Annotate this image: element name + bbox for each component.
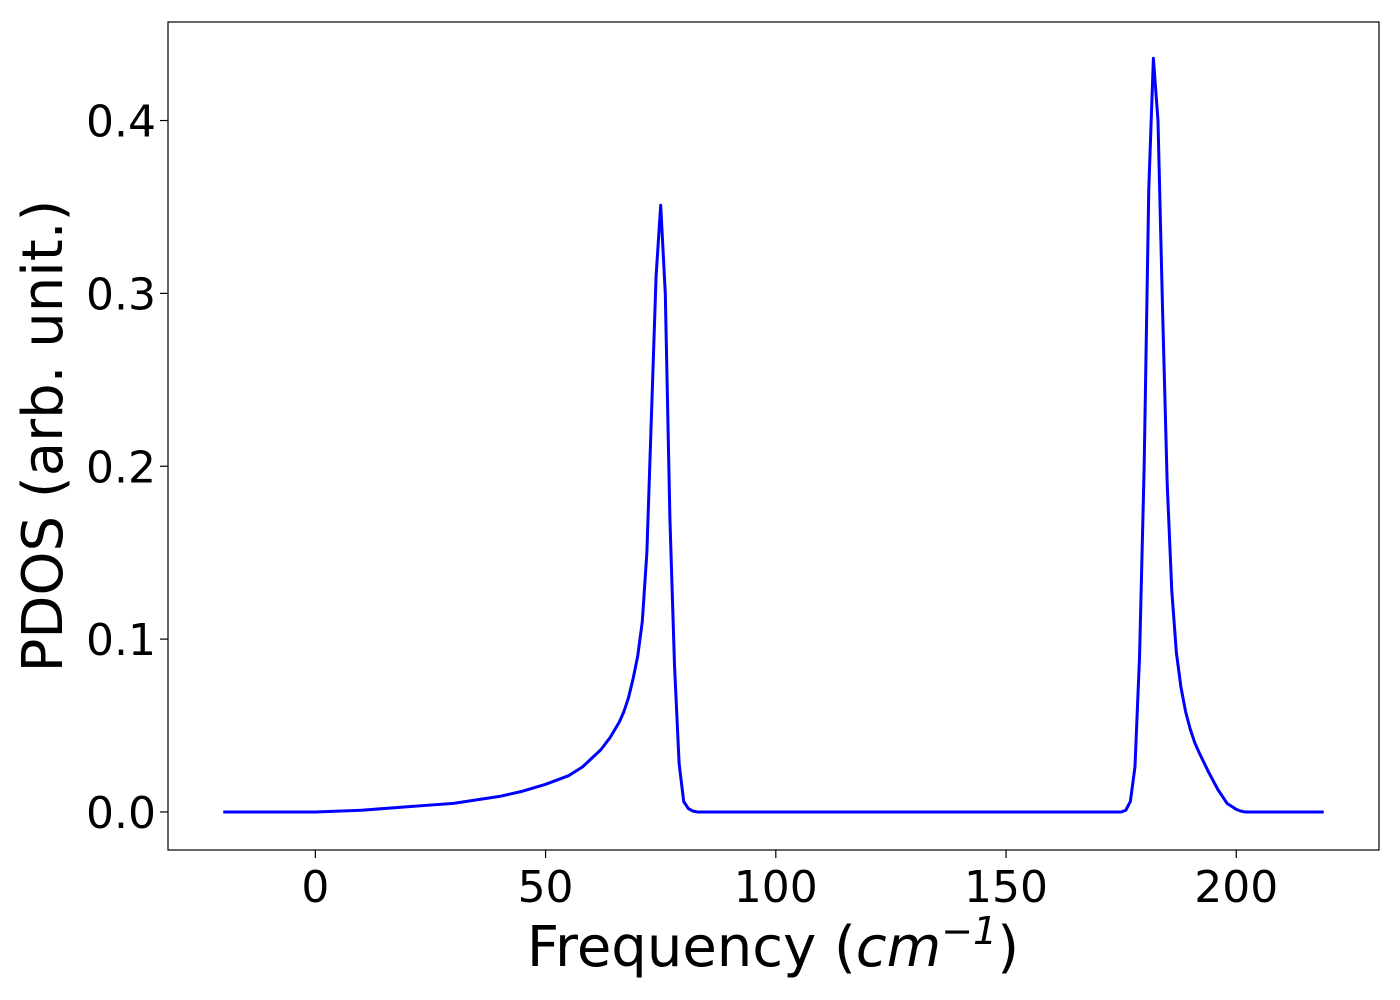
x-tick-label: 100 <box>734 862 818 913</box>
x-tick-label: 150 <box>964 862 1048 913</box>
y-tick-label: 0.1 <box>86 615 156 666</box>
x-tick-label: 200 <box>1194 862 1278 913</box>
series-layer <box>223 56 1324 814</box>
x-tick-label: 50 <box>518 862 574 913</box>
x-axis-label-unit: cm <box>856 915 941 980</box>
x-tick-label: 0 <box>301 862 329 913</box>
x-axis-label-close-paren: ) <box>997 915 1019 980</box>
y-tick-label: 0.3 <box>86 269 156 320</box>
x-axis-label-unit-exponent: −1 <box>941 909 997 953</box>
x-axis-label-text: Frequency <box>527 915 816 980</box>
y-axis-label: PDOS (arb. unit.) <box>11 200 76 673</box>
plot-area: 0 50 100 150 200 0.0 0.1 0.2 0.3 0.4 <box>86 21 1380 913</box>
plot-frame <box>167 21 1380 851</box>
x-axis-ticks: 0 50 100 150 200 <box>301 850 1278 913</box>
y-axis-ticks: 0.0 0.1 0.2 0.3 0.4 <box>86 97 168 839</box>
y-tick-label: 0.2 <box>86 442 156 493</box>
x-axis-label-open-paren: ( <box>816 915 856 980</box>
x-axis-label: Frequency (cm−1) <box>527 909 1019 980</box>
y-tick-label: 0.0 <box>86 788 156 839</box>
pdos-series-line <box>223 56 1324 814</box>
y-tick-label: 0.4 <box>86 97 156 148</box>
